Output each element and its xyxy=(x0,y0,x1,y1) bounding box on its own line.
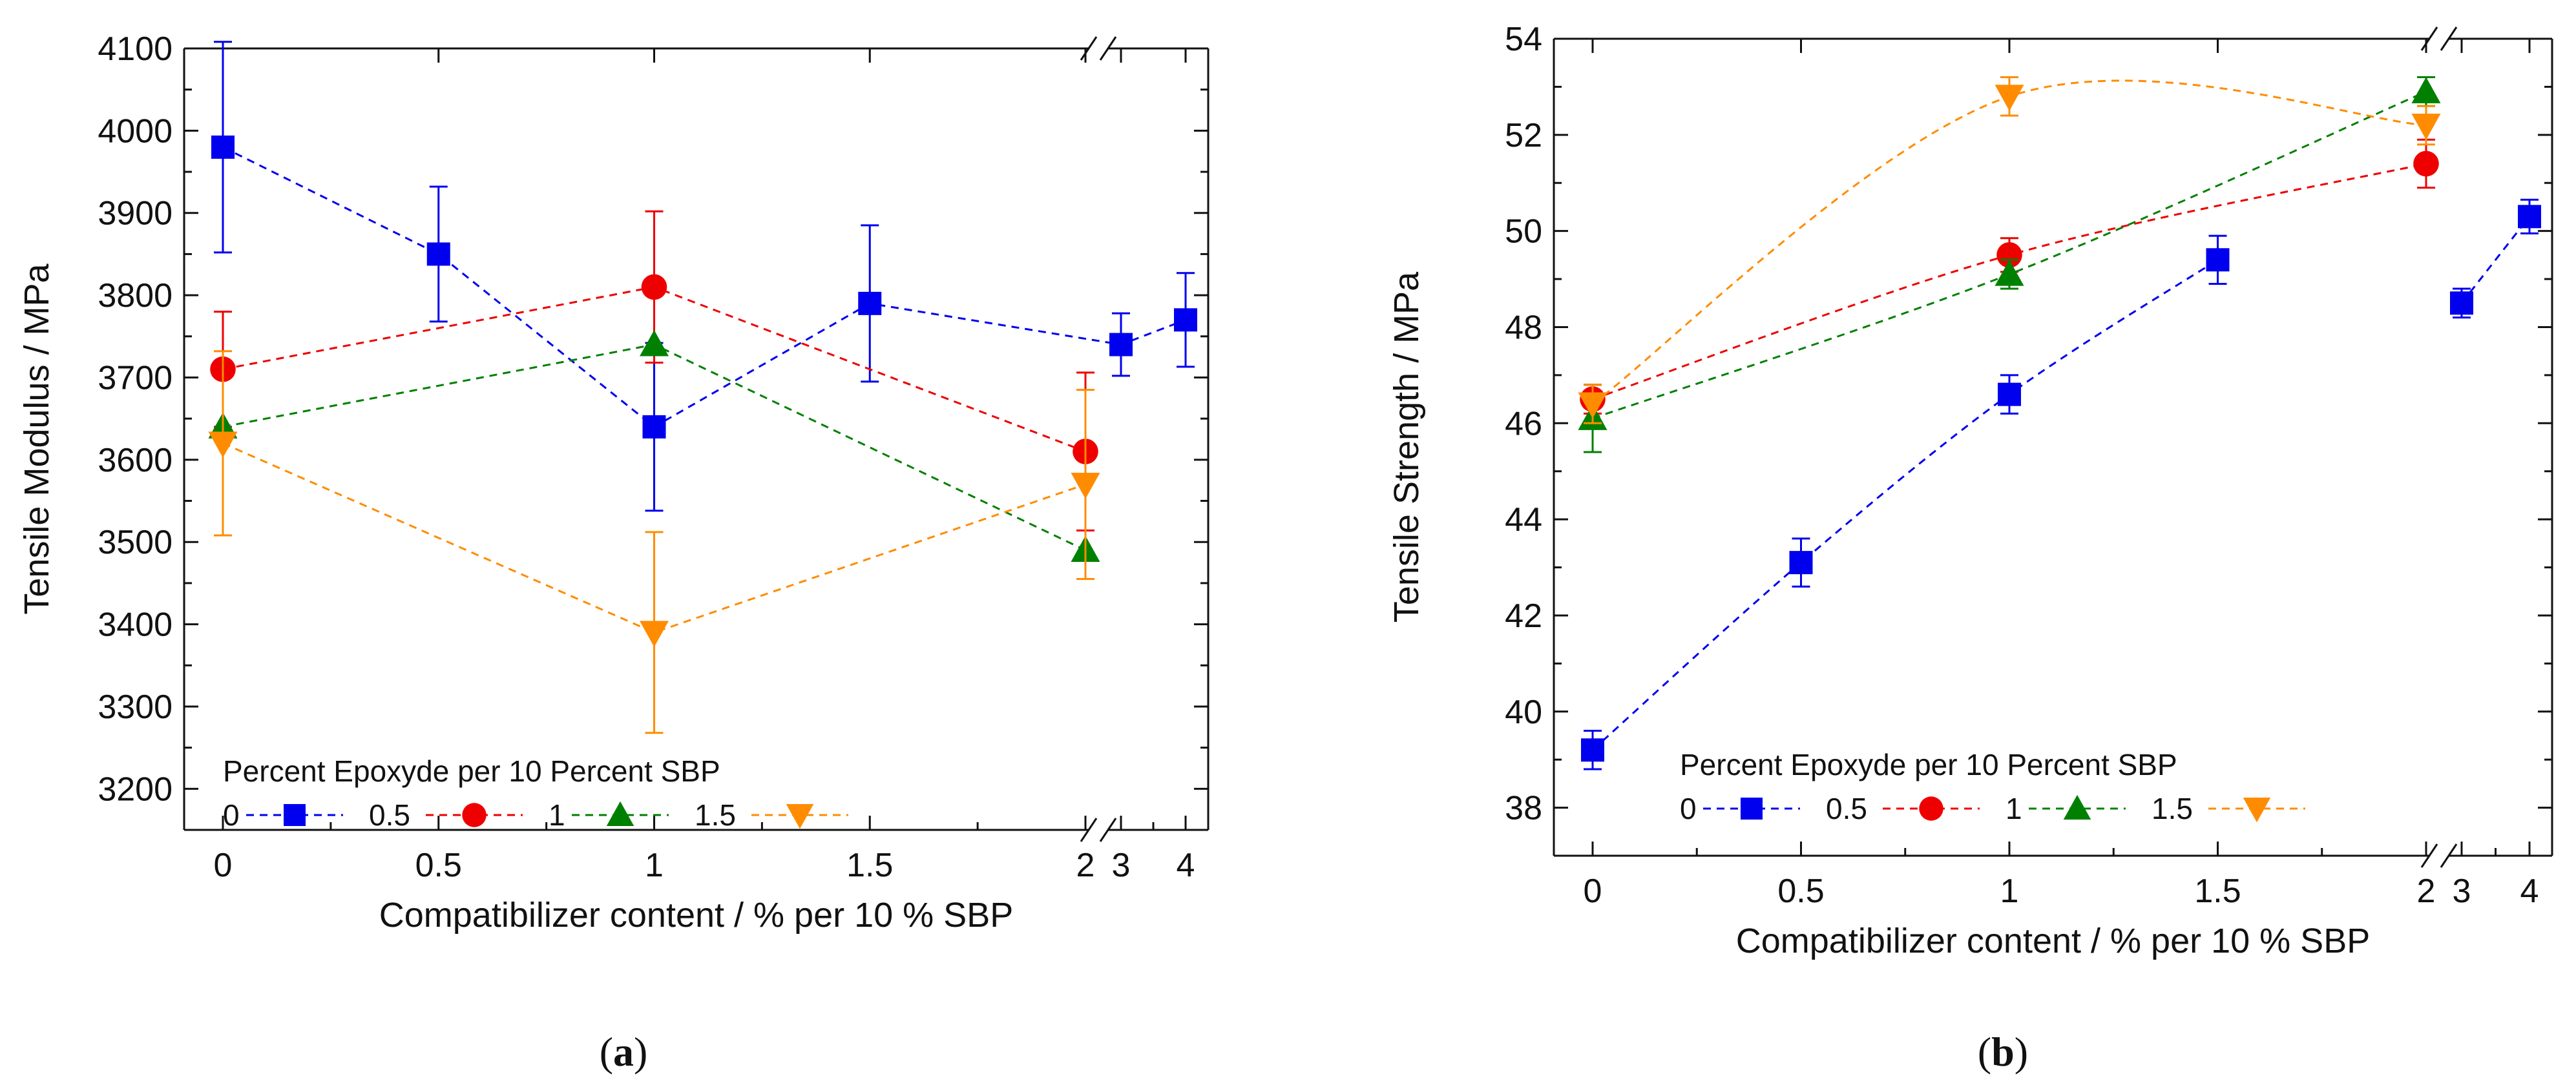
series-line-0 xyxy=(1591,216,2531,751)
data-point-1.5 xyxy=(1995,85,2024,111)
legend-marker xyxy=(606,801,634,826)
data-point-0 xyxy=(1789,551,1813,575)
legend-label: 1 xyxy=(2005,792,2022,825)
legend-marker xyxy=(1919,796,1943,821)
data-point-1 xyxy=(1995,260,2024,286)
legend-label: 0 xyxy=(223,798,240,832)
data-point-0 xyxy=(2518,205,2541,229)
data-point-0.5 xyxy=(1996,242,2022,268)
data-point-1 xyxy=(2411,77,2441,103)
y-tick-label: 3900 xyxy=(98,195,173,232)
y-axis-title: Tensile Strength / MPa xyxy=(1387,271,1426,623)
axis-break-mark-bottom-0 xyxy=(2420,843,2438,868)
x-tick-label: 1.5 xyxy=(2194,873,2241,910)
data-point-1.5 xyxy=(1071,473,1100,499)
x-tick-label: 1 xyxy=(645,847,664,884)
x-tick-label: 0.5 xyxy=(415,847,462,884)
panel-b-chart: 38 40 42 44 46 48 50 52 54 0 0.5 1 1.5 2 3 4 Tensile Str… xyxy=(1387,21,2553,960)
x-tick-label: 2 xyxy=(2417,873,2436,910)
y-tick-label: 40 xyxy=(1505,694,1542,731)
y-tick-label: 3800 xyxy=(98,277,173,315)
data-point-1.5 xyxy=(1578,392,1607,419)
y-tick-label: 46 xyxy=(1505,405,1542,442)
x-tick-label: 4 xyxy=(2520,873,2539,910)
series-line-0 xyxy=(222,146,1186,428)
y-tick-label: 3400 xyxy=(98,606,173,644)
legend-label: 0 xyxy=(1680,792,1697,825)
x-tick-label: 0 xyxy=(1584,873,1602,910)
data-point-0 xyxy=(211,135,235,159)
legend-label: 1.5 xyxy=(695,798,736,832)
data-point-1 xyxy=(640,330,669,356)
data-point-0 xyxy=(858,291,882,315)
data-point-0 xyxy=(1174,308,1197,332)
axis-break-mark-top-1 xyxy=(2440,26,2458,51)
panel-a-chart: 3200330034003500360037003800390040004100… xyxy=(17,30,1209,935)
x-tick-label: 4 xyxy=(1177,847,1195,884)
series-line-1.5 xyxy=(222,442,1086,634)
x-tick-label: 1 xyxy=(2000,873,2019,910)
x-axis-title: Compatibilizer content / % per 10 % SBP xyxy=(1736,922,2370,960)
data-point-0 xyxy=(1109,333,1133,356)
y-tick-label: 3200 xyxy=(98,770,173,808)
caption-b: (b) xyxy=(1978,1029,2028,1075)
data-point-1.5 xyxy=(208,431,238,458)
x-tick-label: 3 xyxy=(1112,847,1131,884)
legend-label: 1 xyxy=(549,798,565,832)
axis-break-mark-bottom-0 xyxy=(1080,818,1098,842)
data-point-0 xyxy=(1998,382,2021,406)
axis-break-mark-top-0 xyxy=(2420,26,2438,51)
data-point-0 xyxy=(1581,738,1604,762)
y-tick-label: 3500 xyxy=(98,524,173,561)
y-tick-label: 3600 xyxy=(98,442,173,479)
x-tick-label: 2 xyxy=(1076,847,1095,884)
legend-label: 0.5 xyxy=(369,798,410,832)
y-tick-label: 42 xyxy=(1505,597,1542,635)
data-point-0 xyxy=(426,242,450,266)
data-point-0.5 xyxy=(2413,150,2439,177)
y-tick-label: 50 xyxy=(1505,213,1542,251)
axis-break-mark-bottom-1 xyxy=(2440,843,2458,868)
data-point-0 xyxy=(642,415,666,439)
axis-break-mark-bottom-1 xyxy=(1099,818,1117,842)
y-tick-label: 54 xyxy=(1505,21,1542,58)
data-point-0.5 xyxy=(641,274,667,300)
x-tick-label: 3 xyxy=(2453,873,2471,910)
legend-marker xyxy=(2243,798,2271,823)
y-tick-label: 3700 xyxy=(98,359,173,397)
legend-label: 0.5 xyxy=(1826,792,1867,825)
caption-a-letter: a xyxy=(613,1029,634,1075)
legend-marker xyxy=(462,803,487,827)
data-point-1.5 xyxy=(2411,113,2441,140)
axis-break-mark-top-0 xyxy=(1080,36,1098,61)
y-tick-label: 44 xyxy=(1505,501,1542,539)
legend-marker xyxy=(786,804,814,829)
legend-marker xyxy=(2063,794,2091,820)
legend-title: Percent Epoxyde per 10 Percent SBP xyxy=(1680,748,2177,781)
caption-a: (a) xyxy=(600,1029,648,1075)
caption-b-letter: b xyxy=(1991,1029,2015,1075)
legend-title: Percent Epoxyde per 10 Percent SBP xyxy=(223,754,720,788)
x-tick-label: 0 xyxy=(214,847,233,884)
axis-break-mark-top-1 xyxy=(1099,36,1117,61)
x-tick-label: 1.5 xyxy=(846,847,893,884)
x-axis-title: Compatibilizer content / % per 10 % SBP xyxy=(379,896,1013,935)
y-tick-label: 4100 xyxy=(98,30,173,68)
legend-marker xyxy=(284,804,306,826)
y-tick-label: 3300 xyxy=(98,688,173,726)
y-tick-label: 52 xyxy=(1505,117,1542,154)
legend-label: 1.5 xyxy=(2152,792,2193,825)
data-point-1.5 xyxy=(640,621,669,647)
y-axis-title: Tensile Modulus / MPa xyxy=(17,263,56,614)
data-point-0 xyxy=(2450,291,2473,315)
y-tick-label: 48 xyxy=(1505,309,1542,346)
data-point-0 xyxy=(2206,248,2230,272)
x-tick-label: 0.5 xyxy=(1777,873,1824,910)
series-line-1.5 xyxy=(1592,79,2427,405)
y-tick-label: 4000 xyxy=(98,112,173,150)
y-tick-label: 38 xyxy=(1505,790,1542,827)
legend-marker xyxy=(1741,798,1763,820)
